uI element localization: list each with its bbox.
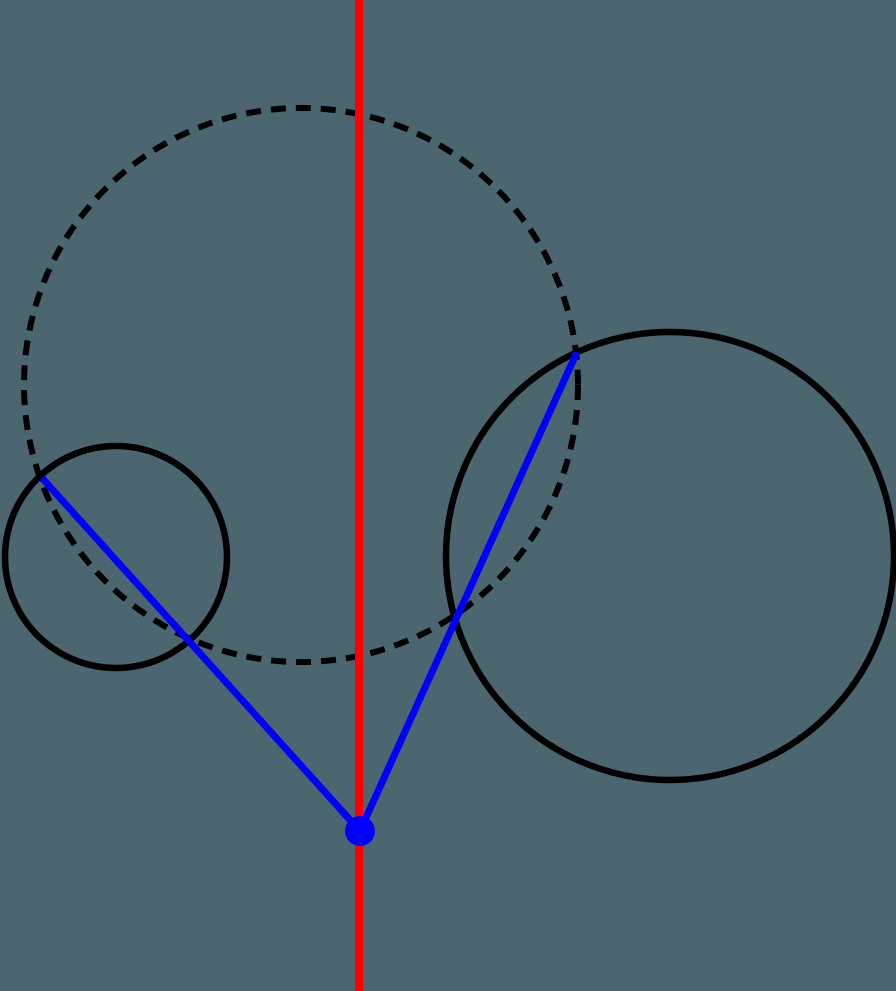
dashed-circle [21, 105, 581, 665]
large-solid-circle [442, 328, 896, 784]
small-solid-circle [1, 442, 231, 672]
blue-secant-right [356, 350, 581, 833]
blue-point [345, 816, 375, 846]
blue-secant-left [39, 475, 363, 834]
